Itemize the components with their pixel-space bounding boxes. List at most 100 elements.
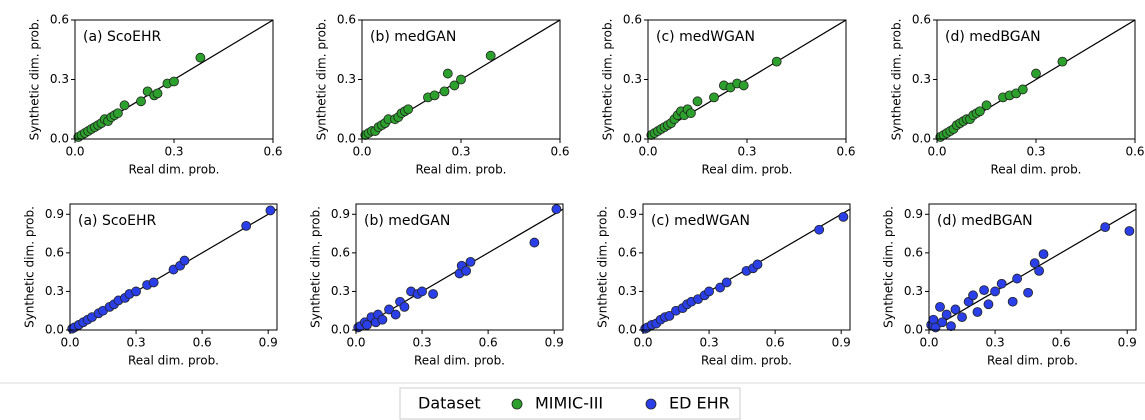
y-axis-title: Synthetic dim. prob. [315, 19, 329, 141]
x-axis-title: Real dim. prob. [987, 354, 1078, 368]
y-tick-label: 0.3 [904, 284, 923, 298]
y-tick-label: 0.3 [912, 72, 931, 86]
y-tick-label: 0.3 [618, 284, 637, 298]
point [975, 106, 985, 117]
point [686, 108, 696, 119]
x-tick-label: 0.6 [1125, 145, 1144, 159]
y-tick-label: 0.0 [331, 323, 350, 337]
point [377, 314, 388, 325]
panel-title: (d) medBGAN [945, 29, 1041, 45]
x-axis-title: Real dim. prob. [415, 163, 506, 177]
point [265, 205, 276, 216]
y-axis-title: Synthetic dim. prob. [890, 19, 904, 141]
point [551, 204, 562, 215]
panel: 0.0 0.3 0.6 0.0 0.3 0.6 Real dim. prob. Synthet… [315, 13, 570, 177]
point [935, 301, 945, 312]
x-tick-label: 0.3 [1026, 145, 1045, 159]
x-tick-label: 0.6 [550, 145, 569, 159]
point [1007, 296, 1018, 307]
point [456, 74, 466, 85]
panel-title: (a) ScoEHR [83, 29, 161, 45]
x-tick-label: 0.3 [700, 336, 719, 350]
x-tick-label: 0.6 [766, 336, 785, 350]
point [390, 309, 401, 320]
y-tick-label: 0.6 [623, 13, 642, 27]
point [1023, 287, 1033, 298]
y-tick-label: 0.0 [623, 132, 642, 146]
x-tick-label: 0.3 [451, 145, 470, 159]
x-tick-label: 0.9 [1118, 336, 1137, 350]
point [1031, 68, 1041, 79]
point [709, 92, 719, 103]
y-axis-title: Synthetic dim. prob. [596, 206, 610, 328]
y-tick-label: 0.0 [618, 323, 637, 337]
x-tick-label: 0.0 [352, 145, 371, 159]
panel: 0.0 0.3 0.6 0.9 0.0 0.3 0.6 0.9 Real dim. prob. S… [309, 203, 564, 368]
panel-title: (a) ScoEHR [78, 213, 156, 229]
point [169, 76, 179, 87]
y-tick-label: 0.9 [904, 207, 923, 221]
point [814, 224, 825, 235]
point [152, 88, 163, 99]
point [941, 309, 952, 320]
x-tick-label: 0.0 [633, 336, 652, 350]
point [704, 286, 714, 297]
y-tick-label: 0.0 [904, 323, 923, 337]
point [119, 100, 130, 111]
point [972, 307, 983, 317]
y-tick-label: 0.6 [337, 13, 356, 27]
y-tick-label: 0.0 [50, 132, 69, 146]
y-tick-label: 0.3 [623, 72, 642, 86]
x-tick-label: 0.9 [259, 336, 278, 350]
x-tick-label: 0.0 [927, 145, 946, 159]
x-tick-label: 0.6 [193, 336, 212, 350]
point [721, 277, 732, 288]
point [131, 286, 141, 297]
point [442, 68, 453, 79]
point [771, 56, 782, 67]
y-axis-title: Synthetic dim. prob. [882, 206, 896, 328]
point [465, 256, 476, 267]
point [738, 80, 749, 91]
point [1124, 226, 1135, 236]
x-tick-label: 0.6 [836, 145, 855, 159]
y-tick-label: 0.3 [45, 284, 64, 298]
panel: 0.0 0.3 0.6 0.9 0.0 0.3 0.6 0.9 Real dim. prob. S… [882, 203, 1137, 368]
point [241, 220, 252, 231]
y-tick-label: 0.3 [337, 72, 356, 86]
x-axis-title: Real dim. prob. [990, 163, 1081, 177]
x-tick-label: 0.9 [545, 336, 564, 350]
x-axis-title: Real dim. prob. [414, 354, 505, 368]
legend-label: MIMIC-III [535, 394, 603, 413]
y-tick-label: 0.0 [912, 132, 931, 146]
point [1038, 249, 1049, 260]
point [957, 312, 967, 323]
point [449, 80, 460, 91]
point [485, 50, 496, 61]
axes-frame [69, 203, 278, 331]
y-tick-label: 0.6 [912, 13, 931, 27]
x-axis-title: Real dim. prob. [701, 163, 792, 177]
point [1017, 84, 1028, 95]
point [981, 100, 992, 111]
point [715, 282, 725, 293]
point [1057, 56, 1068, 67]
y-tick-label: 0.6 [904, 245, 923, 259]
axes-frame [355, 203, 564, 331]
point [179, 255, 190, 266]
y-tick-label: 0.9 [45, 207, 64, 221]
x-tick-label: 0.3 [164, 145, 183, 159]
point [1029, 258, 1040, 269]
y-tick-label: 0.9 [331, 207, 350, 221]
axes-frame [928, 203, 1137, 331]
legend-title: Dataset [418, 394, 481, 413]
x-axis-title: Real dim. prob. [701, 354, 792, 368]
legend-label: ED EHR [669, 394, 730, 413]
point [946, 321, 956, 332]
point [950, 304, 961, 315]
identity-line [648, 20, 846, 139]
y-tick-label: 0.0 [337, 132, 356, 146]
x-tick-label: 0.3 [127, 336, 146, 350]
x-tick-label: 0.0 [60, 336, 79, 350]
